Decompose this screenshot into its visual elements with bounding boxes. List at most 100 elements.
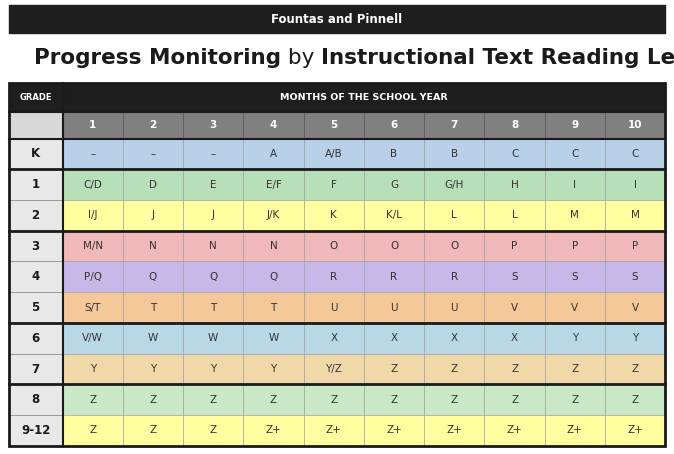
Bar <box>243 231 304 262</box>
Text: Y/Z: Y/Z <box>326 364 342 374</box>
Text: U: U <box>450 302 458 312</box>
Text: Progress Monitoring: Progress Monitoring <box>34 48 280 68</box>
Text: P: P <box>632 241 638 251</box>
Text: L: L <box>512 210 518 220</box>
Text: I/J: I/J <box>88 210 98 220</box>
Text: Z: Z <box>511 364 518 374</box>
Text: Y: Y <box>270 364 276 374</box>
Bar <box>364 323 424 354</box>
Text: X: X <box>451 333 458 343</box>
Bar <box>545 415 605 446</box>
Bar <box>63 113 123 138</box>
Bar <box>424 354 485 385</box>
Bar <box>605 262 665 292</box>
Bar <box>243 113 304 138</box>
Text: 9-12: 9-12 <box>21 424 51 437</box>
Bar <box>605 200 665 231</box>
Text: J: J <box>152 210 154 220</box>
Text: Q: Q <box>149 272 157 282</box>
Text: Y: Y <box>150 364 156 374</box>
Bar <box>183 262 243 292</box>
Text: X: X <box>390 333 398 343</box>
Bar <box>63 323 123 354</box>
Bar <box>9 415 63 446</box>
Bar <box>243 262 304 292</box>
Bar <box>63 169 123 200</box>
Text: Z: Z <box>451 364 458 374</box>
Text: R: R <box>330 272 338 282</box>
Text: N: N <box>270 241 278 251</box>
Text: G: G <box>390 180 398 190</box>
Text: S: S <box>632 272 638 282</box>
Text: Z: Z <box>89 395 96 405</box>
Bar <box>183 113 243 138</box>
Text: Fountas and Pinnell: Fountas and Pinnell <box>272 13 402 26</box>
Bar <box>123 138 183 169</box>
Bar <box>123 354 183 385</box>
Bar <box>123 415 183 446</box>
Bar <box>123 231 183 262</box>
Text: –: – <box>150 149 156 159</box>
Text: 4: 4 <box>270 120 277 130</box>
Text: R: R <box>390 272 398 282</box>
Bar <box>9 83 665 446</box>
Bar <box>243 415 304 446</box>
Bar <box>304 231 364 262</box>
Text: Z: Z <box>572 395 578 405</box>
Text: A: A <box>270 149 277 159</box>
Text: MONTHS OF THE SCHOOL YEAR: MONTHS OF THE SCHOOL YEAR <box>280 93 448 102</box>
Bar <box>304 200 364 231</box>
Bar <box>605 231 665 262</box>
Bar <box>304 415 364 446</box>
Bar <box>364 200 424 231</box>
Bar <box>123 292 183 323</box>
Bar <box>63 292 123 323</box>
Text: 9: 9 <box>572 120 578 130</box>
Bar <box>545 262 605 292</box>
Text: B: B <box>451 149 458 159</box>
Text: K: K <box>31 148 40 160</box>
Text: Z: Z <box>150 395 156 405</box>
Text: Z: Z <box>330 395 338 405</box>
Text: –: – <box>211 149 216 159</box>
Bar <box>9 323 63 354</box>
Text: K/L: K/L <box>386 210 402 220</box>
Text: GRADE: GRADE <box>20 93 52 102</box>
Bar <box>364 385 424 415</box>
Text: V: V <box>572 302 578 312</box>
Text: Z+: Z+ <box>446 425 462 435</box>
Text: L: L <box>452 210 457 220</box>
Bar <box>123 262 183 292</box>
Text: 7: 7 <box>451 120 458 130</box>
Text: U: U <box>330 302 338 312</box>
Bar <box>9 292 63 323</box>
Text: O: O <box>450 241 458 251</box>
Text: X: X <box>511 333 518 343</box>
Bar <box>183 231 243 262</box>
Text: O: O <box>390 241 398 251</box>
Bar <box>123 113 183 138</box>
Text: 6: 6 <box>32 332 40 345</box>
Bar <box>63 138 123 169</box>
Text: O: O <box>330 241 338 251</box>
Text: T: T <box>270 302 276 312</box>
Bar <box>605 323 665 354</box>
Text: M/N: M/N <box>83 241 103 251</box>
Bar <box>243 323 304 354</box>
Text: M: M <box>570 210 579 220</box>
Text: W: W <box>208 333 218 343</box>
Bar <box>243 354 304 385</box>
Bar <box>424 113 485 138</box>
Text: Q: Q <box>209 272 218 282</box>
Bar <box>485 415 545 446</box>
Text: Z: Z <box>89 425 96 435</box>
Text: Y: Y <box>572 333 578 343</box>
Bar <box>485 292 545 323</box>
Text: S/T: S/T <box>84 302 101 312</box>
Text: 10: 10 <box>628 120 642 130</box>
Text: V: V <box>632 302 639 312</box>
Bar <box>364 113 424 138</box>
Text: K: K <box>330 210 337 220</box>
Bar <box>243 169 304 200</box>
Text: 5: 5 <box>330 120 338 130</box>
